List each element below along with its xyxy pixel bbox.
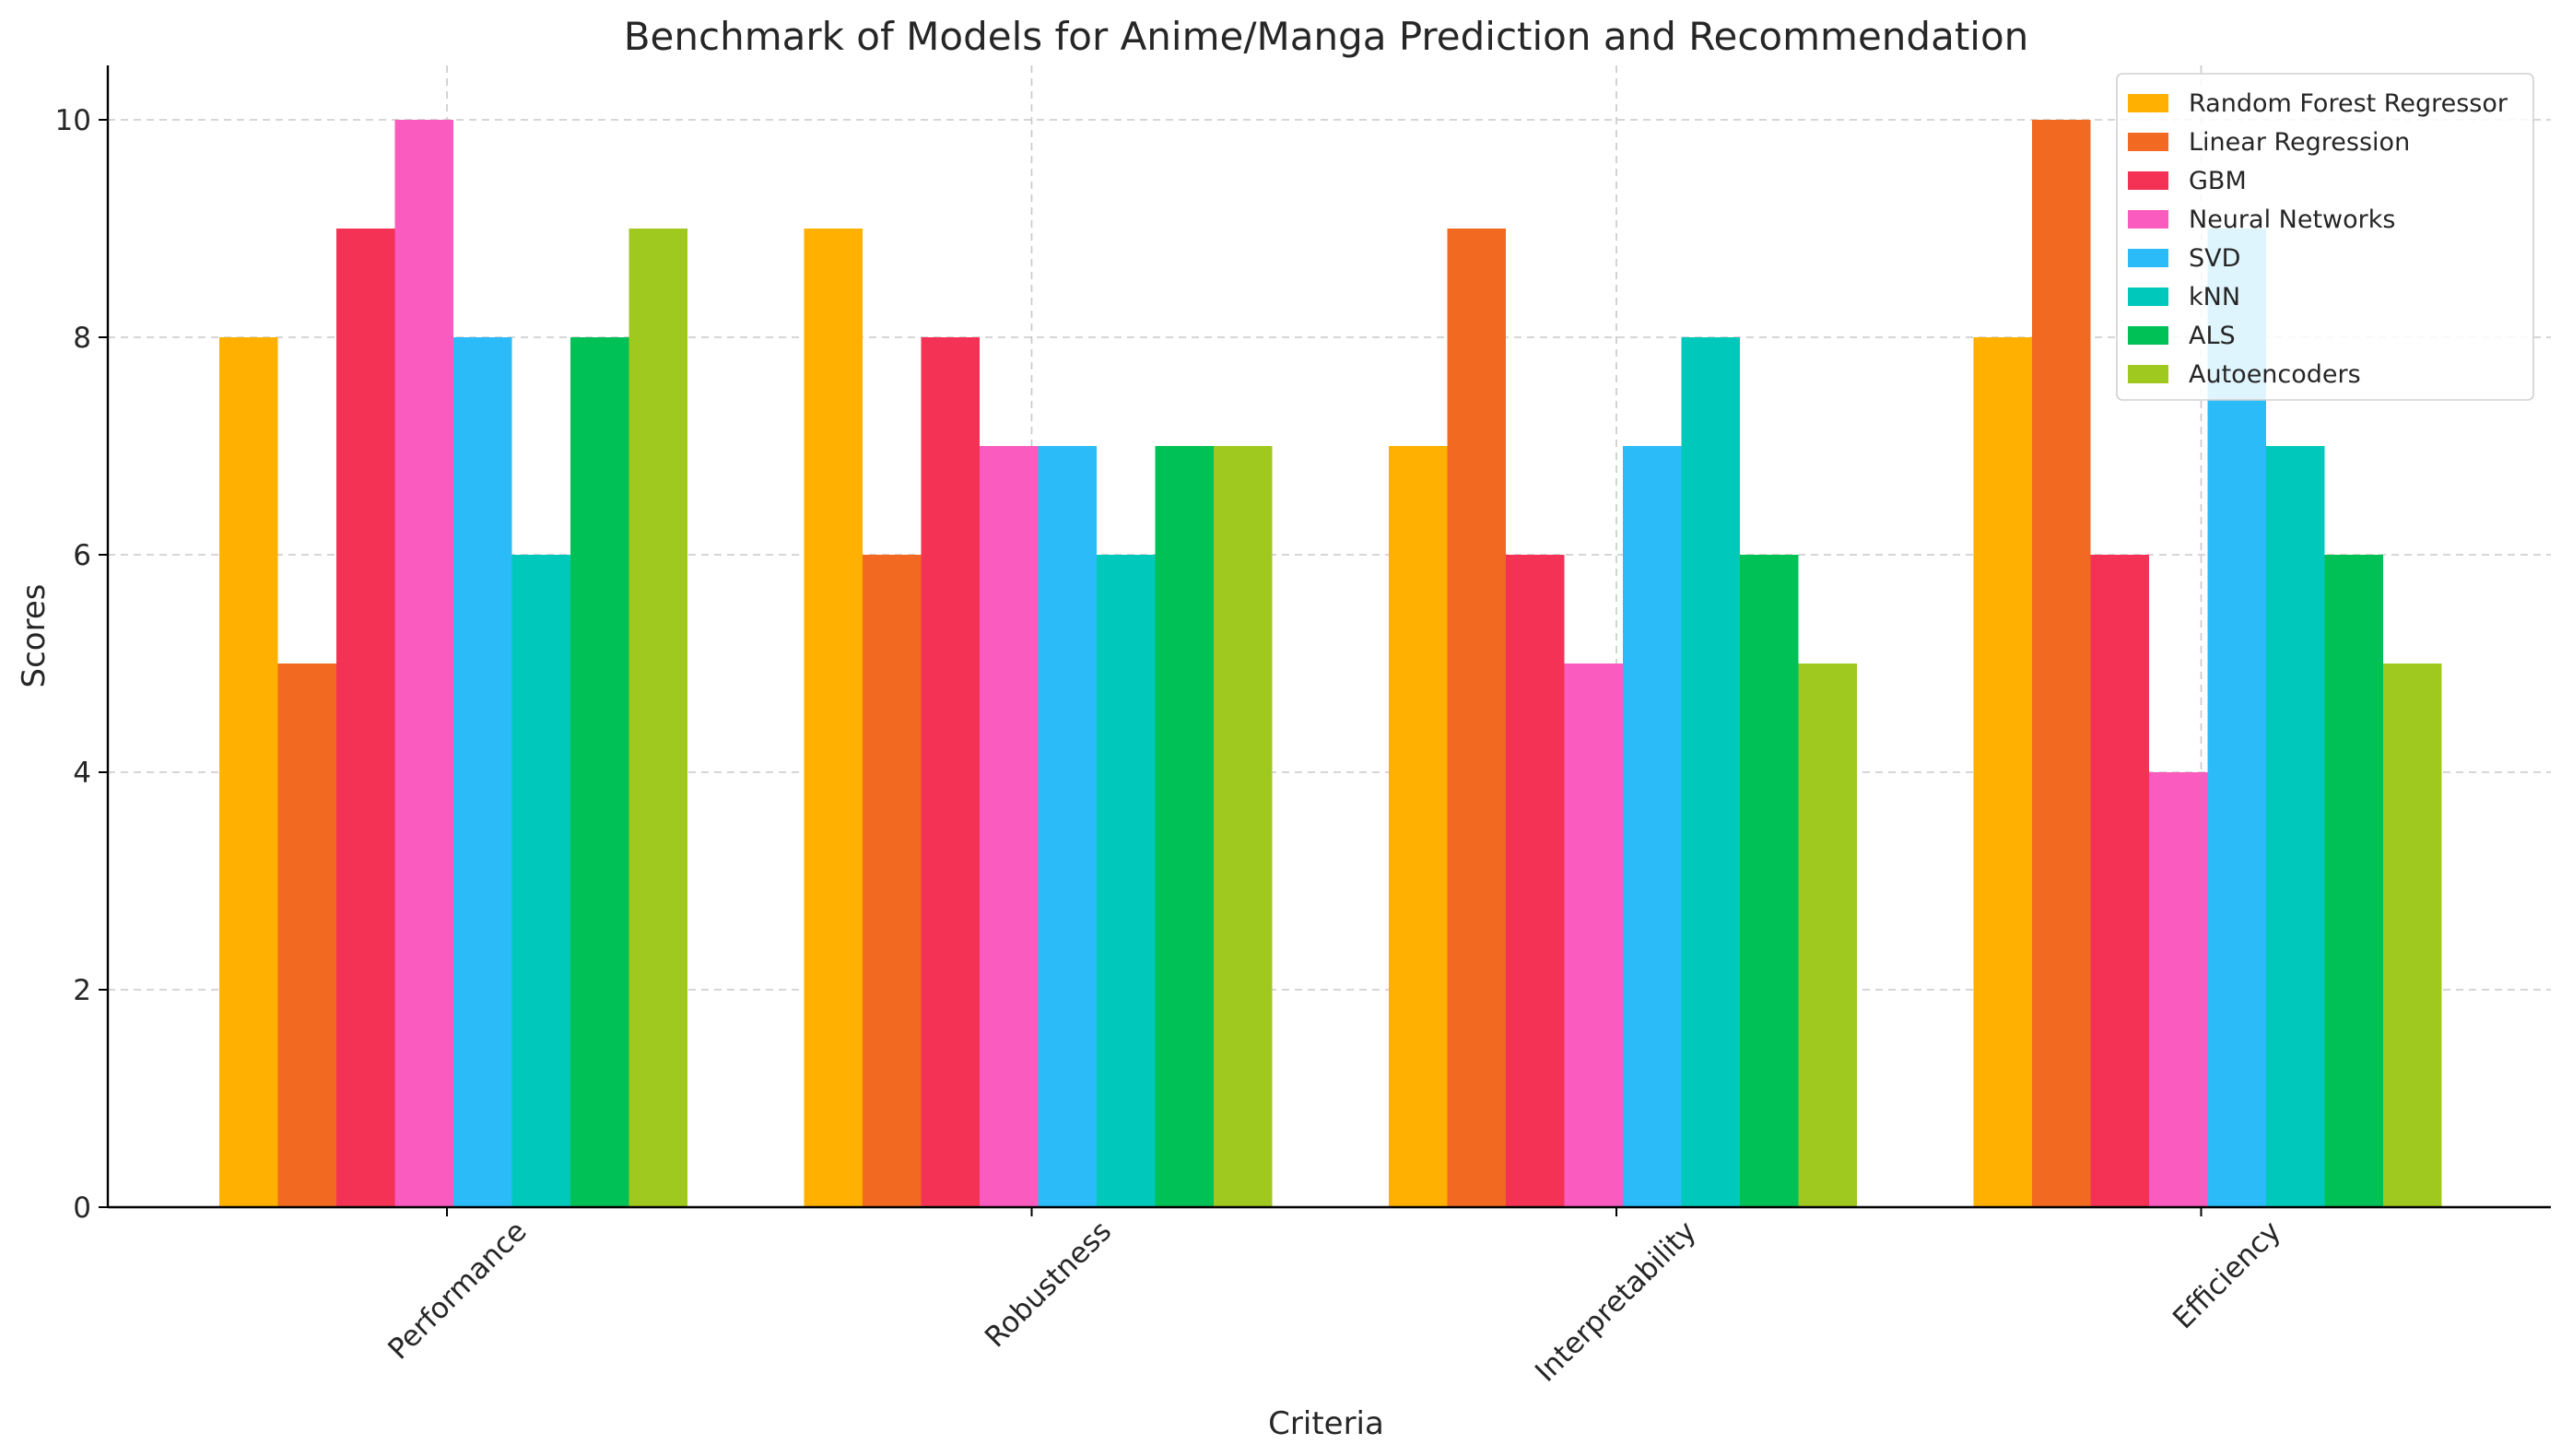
bar	[1798, 663, 1857, 1207]
y-tick-label: 10	[55, 104, 91, 137]
bar	[2090, 555, 2149, 1207]
legend-swatch	[2128, 326, 2168, 345]
bar	[1097, 555, 1156, 1207]
bar	[804, 229, 863, 1207]
bar	[394, 120, 453, 1207]
bar	[453, 337, 512, 1207]
bar	[1389, 446, 1448, 1207]
x-tick-label: Performance	[382, 1215, 533, 1366]
x-tick-label: Robustness	[979, 1215, 1118, 1354]
bar	[2032, 120, 2091, 1207]
bar	[1681, 337, 1740, 1207]
bar	[1506, 555, 1565, 1207]
bar	[336, 229, 395, 1207]
legend-swatch	[2128, 288, 2168, 306]
legend-entry-label: Linear Regression	[2189, 128, 2410, 157]
bar	[277, 663, 336, 1207]
y-tick-label: 8	[73, 322, 91, 355]
legend: Random Forest Regressor Linear Regression…	[2116, 73, 2534, 401]
bar	[980, 446, 1039, 1207]
x-axis-label: Criteria	[1268, 1405, 1384, 1442]
y-tick-label: 0	[73, 1192, 91, 1225]
x-tick-label: Interpretability	[1529, 1215, 1703, 1389]
legend-swatch	[2128, 210, 2168, 229]
bar	[629, 229, 687, 1207]
legend-entry-label: Random Forest Regressor	[2189, 89, 2508, 118]
bar	[219, 337, 278, 1207]
legend-frame	[2116, 73, 2534, 401]
bars	[219, 120, 2442, 1207]
legend-entry-label: ALS	[2189, 322, 2236, 350]
bar	[570, 337, 629, 1207]
legend-swatch	[2128, 171, 2168, 190]
bar	[2149, 772, 2208, 1207]
legend-swatch	[2128, 133, 2168, 151]
x-tick-label: Efficiency	[2167, 1215, 2287, 1335]
bar	[1973, 337, 2032, 1207]
y-axis-label: Scores	[16, 584, 53, 688]
bar	[863, 555, 922, 1207]
bar	[1740, 555, 1799, 1207]
legend-entry-label: Autoencoders	[2189, 360, 2361, 389]
y-tick-label: 4	[73, 757, 91, 790]
chart-title: Benchmark of Models for Anime/Manga Pred…	[624, 14, 2029, 59]
bar	[2383, 663, 2442, 1207]
legend-entry-label: SVD	[2189, 244, 2240, 273]
legend-swatch	[2128, 249, 2168, 267]
bar	[511, 555, 570, 1207]
bar	[1447, 229, 1506, 1207]
y-tick-label: 6	[73, 539, 91, 572]
legend-entry-label: Neural Networks	[2189, 205, 2395, 234]
legend-entry-label: kNN	[2189, 283, 2240, 311]
bar	[1155, 446, 1214, 1207]
legend-swatch	[2128, 365, 2168, 383]
bar	[921, 337, 980, 1207]
bar	[2266, 446, 2325, 1207]
bar	[1623, 446, 1682, 1207]
legend-swatch	[2128, 94, 2168, 112]
bar	[2324, 555, 2383, 1207]
legend-entry-label: GBM	[2189, 167, 2247, 195]
bar	[1038, 446, 1097, 1207]
y-tick-label: 2	[73, 974, 91, 1007]
bar	[1564, 663, 1623, 1207]
bar	[1214, 446, 1273, 1207]
